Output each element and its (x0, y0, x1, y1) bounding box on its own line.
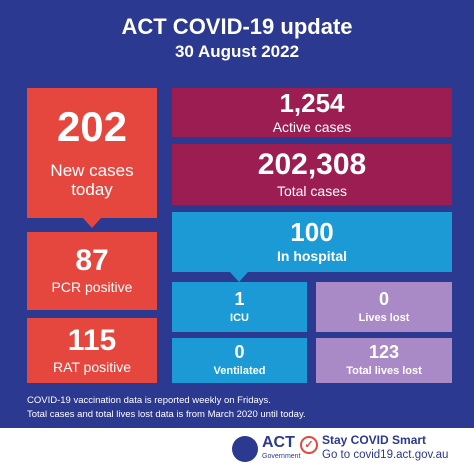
check-icon: ✓ (300, 436, 318, 454)
stat-tile: 0 Lives lost (316, 282, 452, 332)
stat-label: PCR positive (51, 279, 133, 296)
stat-tile: 1,254 Active cases (172, 88, 452, 137)
stat-label: In hospital (277, 248, 347, 265)
note: Total cases and total lives lost data is… (27, 409, 306, 420)
stat-tile: 202,308 Total cases (172, 144, 452, 205)
stat-value: 202 (56, 103, 128, 151)
stat-label: Lives lost (358, 311, 410, 324)
arrow (230, 272, 248, 282)
stat-tile: 87 PCR positive (27, 232, 157, 310)
smart-link[interactable]: Go to covid19.act.gov.au (322, 449, 449, 461)
crest (232, 436, 258, 462)
stat-tile: 1 ICU (172, 282, 307, 332)
stat-value: 202,308 (257, 147, 367, 181)
stat-value: 100 (290, 217, 334, 248)
stat-label: ICU (230, 311, 249, 324)
stat-label: Total cases (276, 182, 348, 199)
stat-value: 123 (368, 342, 400, 363)
stat-label: Total lives lost (346, 365, 422, 378)
stat-label: RAT positive (52, 358, 132, 375)
stat-tile: 115 RAT positive (27, 318, 157, 383)
stat-value: 1 (234, 288, 245, 309)
stat-label: Active cases (272, 118, 352, 135)
logo-sub: Government (262, 453, 301, 460)
stat-value: 115 (67, 323, 117, 357)
title: ACT COVID-19 update (121, 14, 353, 39)
stat-label: New cases today (50, 161, 134, 199)
stat-value: 0 (234, 342, 245, 363)
stat-label: Ventilated (213, 365, 266, 378)
stat-value: 0 (378, 288, 389, 309)
note: COVID-19 vaccination data is reported we… (27, 395, 271, 406)
stat-value: 87 (75, 244, 109, 278)
stat-tile: 202 New cases today (27, 88, 157, 218)
stat-tile: 123 Total lives lost (316, 338, 452, 383)
logo-name: ACT (262, 434, 295, 451)
smart-title: Stay COVID Smart (322, 433, 427, 447)
stat-tile: 100 In hospital (172, 212, 452, 272)
date: 30 August 2022 (174, 42, 300, 61)
arrow (83, 218, 101, 228)
footer-bar: ACT Government ✓ Stay COVID Smart Go to … (0, 428, 474, 474)
stat-tile: 0 Ventilated (172, 338, 307, 383)
stat-value: 1,254 (279, 87, 345, 118)
